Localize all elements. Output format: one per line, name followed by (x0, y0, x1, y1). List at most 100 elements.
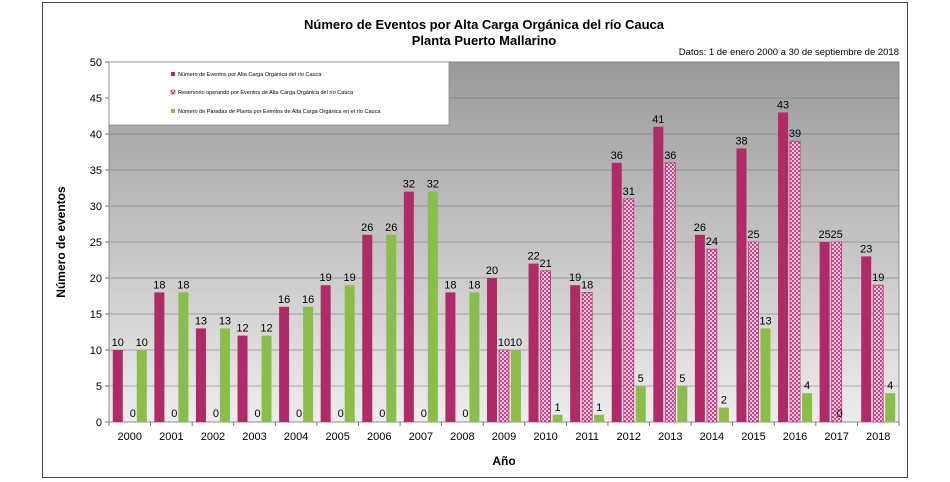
y-tick-label: 30 (90, 201, 102, 213)
bar-1-2018 (872, 284, 884, 423)
y-axis-label: Número de eventos (54, 186, 68, 298)
x-tick-label: 2003 (242, 431, 266, 443)
bar-1-2014 (706, 248, 718, 423)
data-label-2-2013: 5 (679, 373, 685, 385)
bar-0-2007 (403, 191, 414, 422)
bar-2-2003 (261, 335, 272, 422)
data-label-2-2008: 18 (468, 279, 480, 291)
bar-0-2015 (736, 148, 747, 422)
x-tick-label: 2002 (201, 431, 225, 443)
zero-label-2006: 0 (379, 408, 385, 420)
data-label-0-2012: 36 (611, 150, 623, 162)
x-tick-labels: 2000 2001 2002 2003 2004 2005 2006 2007 2008 2009… (118, 431, 891, 443)
data-label-2-2007: 32 (427, 179, 439, 191)
bar-1-2009 (498, 349, 510, 423)
bar-0-2002 (195, 328, 206, 422)
y-tick-label: 10 (90, 345, 102, 357)
bar-0-2006 (362, 234, 373, 422)
data-label-1-2009: 10 (498, 337, 510, 349)
legend-swatch-eventos (171, 72, 175, 76)
bar-1-2013 (664, 162, 676, 423)
bar-2-2008 (469, 292, 480, 422)
legend-swatch-paradas (171, 109, 175, 113)
bar-0-2012 (611, 162, 622, 423)
data-label-2-2004: 16 (302, 294, 314, 306)
bar-2-2015 (760, 328, 771, 422)
legend-box (108, 61, 450, 126)
data-label-1-2018: 19 (872, 272, 884, 284)
data-label-0-2007: 32 (403, 179, 415, 191)
data-label-2-2000: 10 (136, 337, 148, 349)
x-tick-label: 2000 (118, 431, 142, 443)
data-label-2-2001: 18 (177, 279, 189, 291)
x-tick-label: 2018 (866, 431, 890, 443)
data-label-0-2011: 19 (569, 272, 581, 284)
data-label-1-2017: 25 (831, 229, 843, 241)
data-label-2-2011: 1 (596, 402, 602, 414)
x-tick-label: 2004 (284, 431, 308, 443)
bar-2-2005 (344, 285, 355, 422)
zero-label-2005: 0 (338, 408, 344, 420)
bar-2-2006 (386, 234, 397, 422)
bar-0-2008 (445, 292, 456, 422)
bar-0-2005 (320, 285, 331, 422)
bar-0-2016 (778, 112, 789, 423)
bar-1-2011 (581, 291, 593, 423)
x-tick-label: 2016 (783, 431, 807, 443)
x-tick-label: 2013 (658, 431, 682, 443)
x-tick-label: 2006 (367, 431, 391, 443)
data-label-2-2015: 13 (759, 315, 771, 327)
data-label-0-2013: 41 (652, 114, 664, 126)
chart-svg: Número de Eventos por Alta Carga Orgánic… (54, 17, 900, 468)
x-tick-label: 2014 (700, 431, 724, 443)
legend-swatch-reservorio (170, 89, 176, 95)
bar-1-2010 (540, 270, 551, 423)
bar-2-2009 (511, 350, 521, 422)
y-tick-label: 40 (90, 129, 102, 141)
bar-1-2016 (789, 140, 801, 423)
zero-label-2004: 0 (296, 408, 302, 420)
chart-title: Número de Eventos por Alta Carga Orgánic… (304, 17, 665, 32)
data-label-0-2000: 10 (112, 337, 124, 349)
bar-1-2015 (748, 241, 759, 423)
legend: Número de Eventos por Alta Carga Orgánic… (108, 61, 450, 126)
bar-0-2001 (154, 292, 165, 422)
data-label-1-2012: 31 (623, 186, 635, 198)
legend-label-eventos: Número de Eventos por Alta Carga Orgánic… (178, 72, 322, 78)
data-label-2-2003: 12 (260, 323, 272, 335)
y-tick-label: 45 (90, 93, 102, 105)
y-tick-labels: 0 5 10 15 20 25 30 35 40 45 50 (90, 57, 102, 429)
legend-label-reservorio: Reservorio operando por Eventos de Alta … (178, 90, 354, 96)
data-label-0-2003: 12 (236, 323, 248, 335)
data-label-2-2016: 4 (804, 380, 810, 392)
zero-label-2001: 0 (171, 408, 177, 420)
bar-2-2007 (427, 191, 438, 422)
data-label-1-2016: 39 (789, 128, 801, 140)
y-tick-label: 50 (90, 57, 102, 69)
bar-0-2009 (487, 278, 497, 422)
x-axis-label: Año (492, 454, 515, 468)
bar-2-2013 (677, 386, 688, 422)
y-tick-label: 35 (90, 165, 102, 177)
data-label-2-2010: 1 (555, 402, 561, 414)
zero-label-2008: 0 (462, 408, 468, 420)
x-tick-label: 2009 (492, 431, 516, 443)
bar-0-2010 (528, 263, 539, 422)
data-label-1-2015: 25 (747, 229, 759, 241)
bar-2-2010 (552, 414, 563, 422)
bar-2-2001 (178, 292, 189, 422)
data-label-1-2011: 18 (581, 279, 593, 291)
bar-2-2016 (802, 393, 813, 422)
zero-label-2003: 0 (254, 408, 260, 420)
x-tick-label: 2005 (325, 431, 349, 443)
data-label-2-2006: 26 (385, 222, 397, 234)
bar-1-2012 (623, 198, 635, 423)
y-tick-label: 20 (90, 273, 102, 285)
data-label-0-2002: 13 (195, 315, 207, 327)
data-label-2-2012: 5 (638, 373, 644, 385)
zero-label-2002: 0 (213, 408, 219, 420)
zero-label-2000: 0 (130, 408, 136, 420)
bar-2-2002 (219, 328, 230, 422)
data-label-2-2009: 10 (510, 337, 522, 349)
